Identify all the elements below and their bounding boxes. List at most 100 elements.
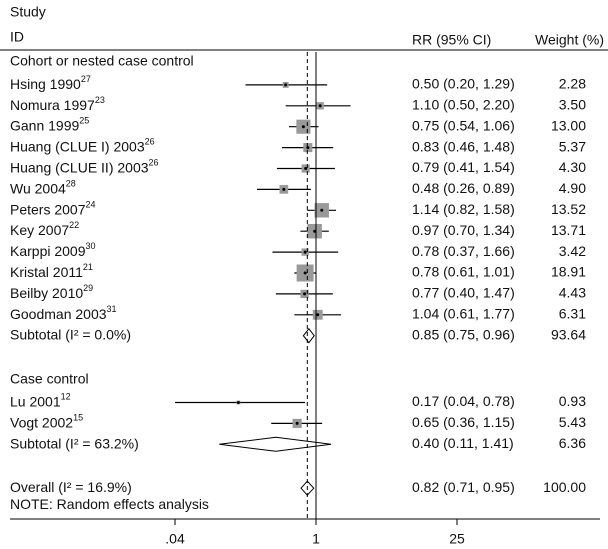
- study-ref: 26: [149, 158, 159, 168]
- point-estimate: [306, 146, 310, 150]
- study-label: Vogt 2002: [10, 414, 73, 430]
- rr-label: 0.65 (0.36, 1.15): [412, 414, 515, 430]
- subtotal-row: Subtotal (I² = 63.2%): [10, 435, 139, 451]
- point-estimate: [318, 104, 322, 108]
- weight-label: 2.28: [559, 76, 586, 92]
- rr-label: 0.83 (0.46, 1.48): [412, 138, 515, 154]
- study-ref: 25: [79, 116, 89, 126]
- weight-label: 5.37: [559, 138, 586, 154]
- header-study: Study: [10, 4, 46, 20]
- pooled-diamond: [302, 327, 315, 344]
- header-rr: RR (95% CI): [412, 32, 491, 48]
- study-row: Lu 200112: [10, 392, 71, 409]
- study-row: Key 200722: [10, 221, 79, 238]
- study-ref: 28: [66, 179, 76, 189]
- study-row: Kristal 201121: [10, 262, 93, 279]
- weight-label: 3.50: [559, 97, 586, 113]
- weight-label: 13.52: [551, 201, 586, 217]
- study-ref: 24: [86, 200, 96, 210]
- weight-label: 6.31: [559, 306, 586, 322]
- weight-label: 6.36: [559, 435, 586, 451]
- rr-label: 0.85 (0.75, 0.96): [412, 326, 515, 342]
- point-estimate: [301, 125, 305, 129]
- point-estimate: [295, 421, 299, 425]
- study-ref: 22: [69, 221, 79, 231]
- study-ref: 30: [86, 241, 96, 251]
- overall-row: Overall (I² = 16.9%): [10, 479, 132, 495]
- group-label: Cohort or nested case control: [10, 53, 194, 69]
- study-label: Subtotal (I² = 0.0%): [10, 326, 131, 342]
- weight-label: 3.42: [559, 243, 586, 259]
- study-row: Karppi 200930: [10, 241, 96, 258]
- study-label: Gann 1999: [10, 117, 79, 133]
- study-row: Wu 200428: [10, 179, 76, 196]
- header-id: ID: [10, 29, 24, 45]
- study-label: Peters 2007: [10, 201, 86, 217]
- rr-label: 1.10 (0.50, 2.20): [412, 97, 515, 113]
- study-label: Wu 2004: [10, 180, 66, 196]
- header-weight: Weight (%): [535, 32, 604, 48]
- study-row: Gann 199925: [10, 116, 89, 133]
- study-label: Goodman 2003: [10, 306, 107, 322]
- point-estimate: [284, 83, 288, 87]
- note: NOTE: Random effects analysis: [10, 496, 209, 512]
- study-label: Overall (I² = 16.9%): [10, 479, 132, 495]
- pooled-diamond: [219, 436, 332, 452]
- weight-label: 0.93: [559, 393, 586, 409]
- rr-label: 0.78 (0.37, 1.66): [412, 243, 515, 259]
- point-estimate: [303, 271, 307, 275]
- point-estimate: [320, 208, 324, 212]
- rr-label: 0.40 (0.11, 1.41): [412, 435, 514, 451]
- study-label: Nomura 1997: [10, 97, 95, 113]
- study-ref: 29: [83, 283, 93, 293]
- pooled-diamond: [300, 480, 315, 496]
- study-row: Peters 200724: [10, 200, 96, 217]
- study-ref: 15: [73, 413, 83, 423]
- rr-label: 0.77 (0.40, 1.47): [412, 285, 515, 301]
- rr-label: 0.48 (0.26, 0.89): [412, 180, 515, 196]
- study-row: Huang (CLUE I) 200326: [10, 137, 155, 154]
- study-label: Lu 2001: [10, 393, 61, 409]
- point-estimate: [316, 313, 320, 317]
- rr-label: 1.14 (0.82, 1.58): [412, 201, 515, 217]
- rr-label: 0.17 (0.04, 0.78): [412, 393, 515, 409]
- weight-label: 100.00: [543, 479, 586, 495]
- rr-label: 0.97 (0.70, 1.34): [412, 222, 515, 238]
- weight-label: 13.00: [551, 117, 586, 133]
- weight-label: 13.71: [551, 222, 586, 238]
- study-label: Key 2007: [10, 222, 69, 238]
- study-ref: 12: [61, 392, 71, 402]
- group-label: Case control: [10, 370, 89, 386]
- study-row: Beilby 201029: [10, 283, 93, 300]
- study-label: Hsing 1990: [10, 76, 81, 92]
- study-ref: 21: [83, 262, 93, 272]
- study-label: Huang (CLUE II) 2003: [10, 159, 149, 175]
- point-estimate: [313, 229, 317, 233]
- study-row: Hsing 199027: [10, 74, 91, 91]
- weight-label: 4.43: [559, 285, 586, 301]
- study-label: Kristal 2011: [10, 264, 83, 280]
- study-ref: 23: [95, 95, 105, 105]
- weight-label: 4.30: [559, 159, 586, 175]
- x-tick-label: 1: [312, 531, 320, 547]
- weight-label: 93.64: [551, 326, 586, 342]
- weight-label: 4.90: [559, 180, 586, 196]
- study-row: Nomura 199723: [10, 95, 105, 112]
- study-label: Huang (CLUE I) 2003: [10, 138, 145, 154]
- rr-label: 0.82 (0.71, 0.95): [412, 479, 515, 495]
- study-label: Beilby 2010: [10, 285, 83, 301]
- study-label: Subtotal (I² = 63.2%): [10, 435, 139, 451]
- study-row: Goodman 200331: [10, 304, 117, 321]
- point-estimate: [304, 167, 308, 170]
- study-label: Karppi 2009: [10, 243, 86, 259]
- study-ref: 26: [145, 137, 155, 147]
- point-estimate: [282, 187, 286, 191]
- point-estimate: [303, 250, 307, 254]
- rr-label: 0.78 (0.61, 1.01): [412, 264, 515, 280]
- point-estimate: [303, 292, 307, 296]
- study-row: Huang (CLUE II) 200326: [10, 158, 159, 175]
- rr-label: 1.04 (0.61, 1.77): [412, 306, 515, 322]
- weight-label: 5.43: [559, 414, 586, 430]
